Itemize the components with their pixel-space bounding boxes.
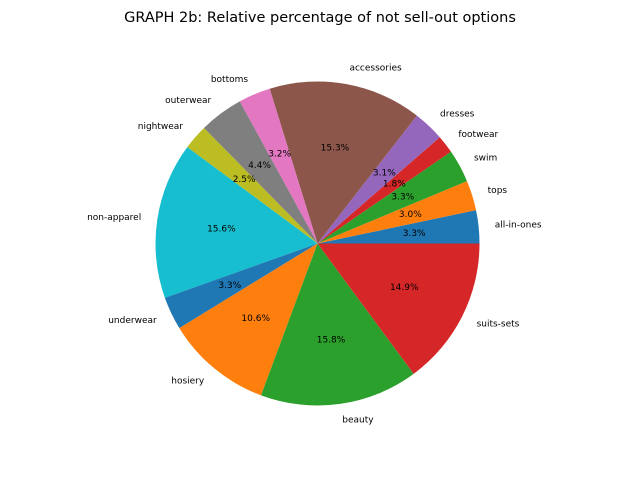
pct-label-dresses: 3.1% <box>373 168 396 178</box>
slice-label-accessories: accessories <box>349 64 402 74</box>
slice-label-underwear: underwear <box>108 316 157 326</box>
pct-label-bottoms: 3.2% <box>268 149 291 159</box>
slice-label-dresses: dresses <box>440 110 475 120</box>
pie-slice-dresses <box>317 115 440 244</box>
pie-slice-suits-sets <box>317 243 480 374</box>
chart-title: GRAPH 2b: Relative percentage of not sel… <box>124 10 516 26</box>
pct-label-underwear: 3.3% <box>218 281 241 291</box>
slice-label-swim: swim <box>474 154 497 164</box>
pie-category-labels: all-in-ones tops swim footwear dresses access… <box>87 64 542 426</box>
pie-slice-hosiery <box>179 243 318 396</box>
slice-label-all-in-ones: all-in-ones <box>495 221 542 231</box>
pie-slice-all-in-ones <box>317 210 480 244</box>
pie-slice-accessories <box>269 81 417 244</box>
slice-label-outerwear: outerwear <box>165 96 211 106</box>
pct-label-nightwear: 2.5% <box>233 175 256 185</box>
pie-slice-tops <box>317 181 477 244</box>
pie-slice-outerwear <box>203 101 318 244</box>
pct-label-beauty: 15.8% <box>317 335 346 345</box>
slice-label-beauty: beauty <box>342 415 374 425</box>
pct-label-outerwear: 4.4% <box>248 161 271 171</box>
pct-label-suits-sets: 14.9% <box>390 283 419 293</box>
pie-slice-swim <box>317 151 467 244</box>
pct-label-footwear: 1.8% <box>383 179 406 189</box>
pct-label-swim: 3.3% <box>391 192 414 202</box>
slice-label-suits-sets: suits-sets <box>477 319 520 329</box>
slice-label-hosiery: hosiery <box>171 377 205 387</box>
pct-label-non-apparel: 15.6% <box>207 225 236 235</box>
pie-slice-bottoms <box>239 88 318 244</box>
slice-label-bottoms: bottoms <box>211 75 249 85</box>
pie-slice-underwear <box>164 243 318 329</box>
pie-slice-non-apparel <box>155 147 318 298</box>
slice-label-tops: tops <box>488 186 508 196</box>
pct-label-tops: 3.0% <box>399 210 422 220</box>
slice-label-nightwear: nightwear <box>138 122 184 132</box>
slice-label-non-apparel: non-apparel <box>87 213 141 223</box>
pie-slice-footwear <box>317 137 451 244</box>
pie-slices <box>155 81 480 406</box>
pie-percentage-labels: 3.3% 3.0% 3.3% 1.8%3.1% 15.3% 3.2% 4.4% 2.5% 15.… <box>207 143 426 345</box>
pie-slice-nightwear <box>187 127 318 244</box>
pie-slice-beauty <box>261 243 414 406</box>
pct-label-accessories: 15.3% <box>321 143 350 153</box>
pct-label-hosiery: 10.6% <box>241 314 270 324</box>
pct-label-all-in-ones: 3.3% <box>403 229 426 239</box>
slice-label-footwear: footwear <box>458 130 498 140</box>
